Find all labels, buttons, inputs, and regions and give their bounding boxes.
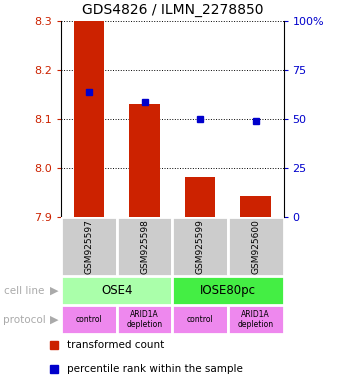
Text: OSE4: OSE4 (101, 285, 133, 297)
Bar (240, 196, 271, 217)
Bar (74, 21, 104, 217)
Bar (185, 177, 216, 217)
Text: GSM925600: GSM925600 (251, 219, 260, 274)
Bar (172, 217, 228, 276)
Bar (61, 217, 117, 276)
Bar (172, 305, 228, 334)
Text: control: control (187, 315, 214, 324)
Text: protocol: protocol (4, 314, 46, 325)
Title: GDS4826 / ILMN_2278850: GDS4826 / ILMN_2278850 (82, 3, 263, 17)
Text: GSM925599: GSM925599 (196, 219, 205, 274)
Text: GSM925598: GSM925598 (140, 219, 149, 274)
Text: ▶: ▶ (50, 314, 58, 325)
Bar (228, 217, 284, 276)
Text: ARID1A
depletion: ARID1A depletion (238, 310, 274, 329)
Bar (172, 276, 284, 305)
Text: percentile rank within the sample: percentile rank within the sample (67, 364, 243, 374)
Text: control: control (76, 315, 103, 324)
Text: GSM925597: GSM925597 (85, 219, 93, 274)
Bar (61, 305, 117, 334)
Text: IOSE80pc: IOSE80pc (200, 285, 256, 297)
Bar (129, 104, 160, 217)
Text: cell line: cell line (4, 286, 44, 296)
Text: transformed count: transformed count (67, 340, 164, 350)
Text: ▶: ▶ (50, 286, 58, 296)
Bar (61, 276, 172, 305)
Bar (117, 217, 172, 276)
Text: ARID1A
depletion: ARID1A depletion (127, 310, 163, 329)
Bar (228, 305, 284, 334)
Bar (117, 305, 172, 334)
